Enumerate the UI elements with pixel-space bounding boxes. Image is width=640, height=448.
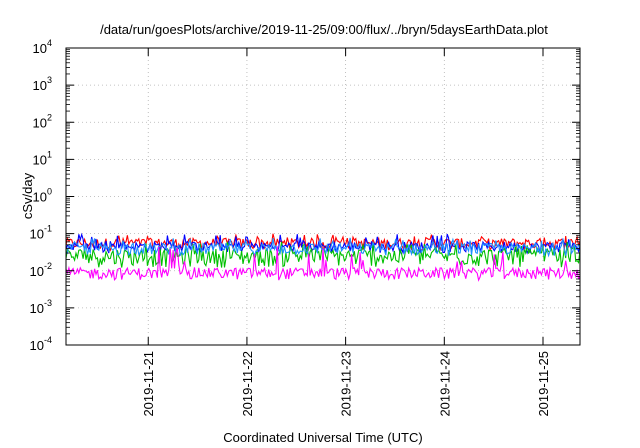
y-tick-label: 101 — [33, 149, 52, 167]
y-tick-label: 104 — [33, 38, 52, 56]
series-group — [65, 232, 581, 282]
series-line — [65, 232, 581, 255]
x-axis: 2019-11-21 2019-11-22 2019-11-23 2019-11-24… — [141, 48, 551, 417]
y-axis-label: cSv/day — [20, 172, 35, 219]
x-tick-label: 2019-11-22 — [240, 351, 255, 417]
y-tick-label: 10-3 — [30, 298, 52, 316]
y-tick-label: 102 — [33, 112, 52, 130]
x-tick-label: 2019-11-23 — [339, 351, 354, 417]
y-tick-label: 103 — [33, 75, 52, 93]
y-tick-label: 10-2 — [30, 261, 52, 279]
x-axis-label: Coordinated Universal Time (UTC) — [223, 430, 422, 445]
y-axis: 10-4 10-3 10-2 10-1 100 101 102 103 104 — [30, 38, 580, 353]
x-tick-label: 2019-11-24 — [437, 351, 452, 417]
series-line — [65, 246, 581, 282]
y-tick-label: 100 — [33, 187, 52, 205]
series-line — [65, 233, 581, 252]
x-tick-label: 2019-11-25 — [536, 351, 551, 417]
y-tick-label: 10-4 — [30, 335, 52, 353]
x-tick-label: 2019-11-21 — [141, 351, 156, 417]
grid — [66, 48, 580, 345]
y-tick-label: 10-1 — [30, 224, 52, 242]
chart-title: /data/run/goesPlots/archive/2019-11-25/0… — [100, 22, 548, 37]
